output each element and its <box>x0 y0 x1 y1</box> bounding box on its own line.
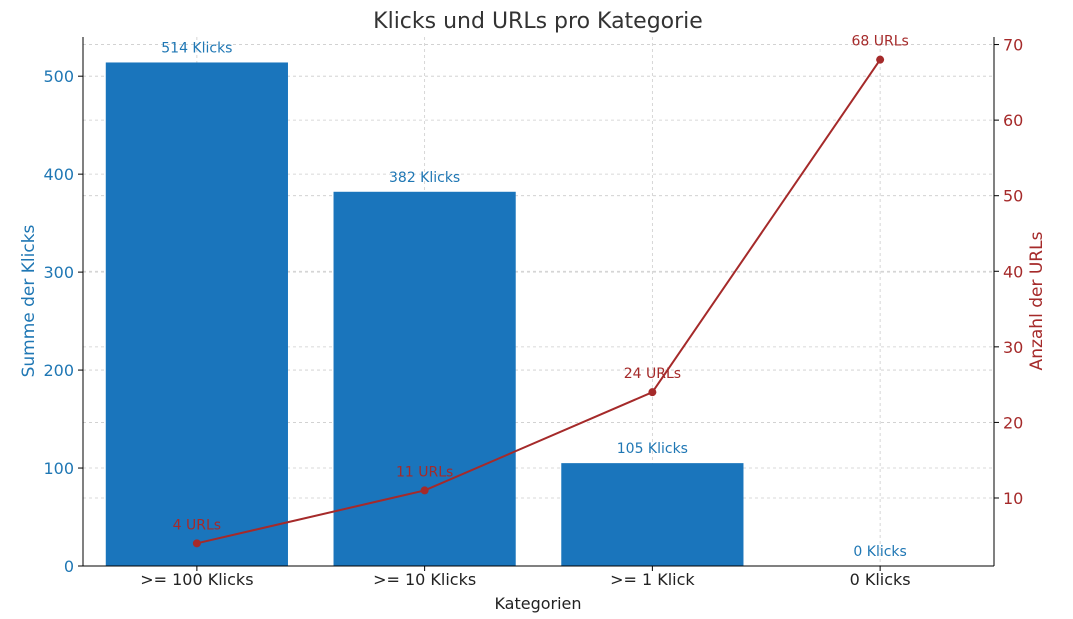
right-tick-label: 60 <box>1003 111 1023 130</box>
line-data-label: 4 URLs <box>173 517 221 533</box>
x-tick-label: >= 10 Klicks <box>373 570 476 589</box>
chart-title: Klicks und URLs pro Kategorie <box>373 9 703 34</box>
bar <box>333 191 516 566</box>
right-tick-label: 20 <box>1003 413 1023 432</box>
right-tick-label: 10 <box>1003 489 1023 508</box>
bar-data-label: 382 Klicks <box>389 170 460 186</box>
line-labels: 4 URLs 11 URLs 24 URLs 68 URLs <box>173 34 909 534</box>
bar <box>105 62 288 567</box>
left-tick-label: 0 <box>64 557 74 576</box>
left-tick-label: 100 <box>43 459 74 478</box>
right-tick-label: 50 <box>1003 187 1023 206</box>
left-tick-label: 400 <box>43 165 74 184</box>
line-data-label: 11 URLs <box>396 464 453 480</box>
x-tick-label: >= 100 Klicks <box>140 570 253 589</box>
line-point <box>420 486 429 495</box>
left-axis-ticks: 0 100 200 300 400 500 <box>43 67 83 576</box>
bar <box>561 463 744 566</box>
right-axis-label: Anzahl der URLs <box>1027 231 1047 370</box>
bar-data-label: 105 Klicks <box>617 441 688 457</box>
x-axis-label: Kategorien <box>494 594 581 613</box>
bars <box>105 62 744 567</box>
line-data-label: 24 URLs <box>624 366 681 382</box>
left-tick-label: 200 <box>43 361 74 380</box>
bar-data-label: 514 Klicks <box>161 40 232 56</box>
bar-data-label: 0 Klicks <box>853 544 906 560</box>
line-point <box>876 55 885 64</box>
x-tick-label: 0 Klicks <box>850 570 911 589</box>
right-axis-ticks: 10 20 30 40 50 60 70 <box>994 36 1023 508</box>
left-tick-label: 500 <box>43 67 74 86</box>
line-series <box>192 55 885 548</box>
line-point <box>648 388 657 397</box>
left-tick-label: 300 <box>43 263 74 282</box>
axes <box>82 37 995 567</box>
right-tick-label: 70 <box>1003 36 1023 55</box>
x-tick-label: >= 1 Klick <box>610 570 695 589</box>
right-tick-label: 30 <box>1003 338 1023 357</box>
left-axis-label: Summe der Klicks <box>19 224 39 377</box>
line-data-label: 68 URLs <box>851 34 908 50</box>
right-tick-label: 40 <box>1003 262 1023 281</box>
series-line <box>196 59 881 545</box>
bar-labels: 514 Klicks 382 Klicks 105 Klicks 0 Klicks <box>161 40 907 560</box>
x-axis-ticks: >= 100 Klicks >= 10 Klicks >= 1 Klick 0 Kli… <box>140 566 911 589</box>
line-point <box>192 539 201 548</box>
